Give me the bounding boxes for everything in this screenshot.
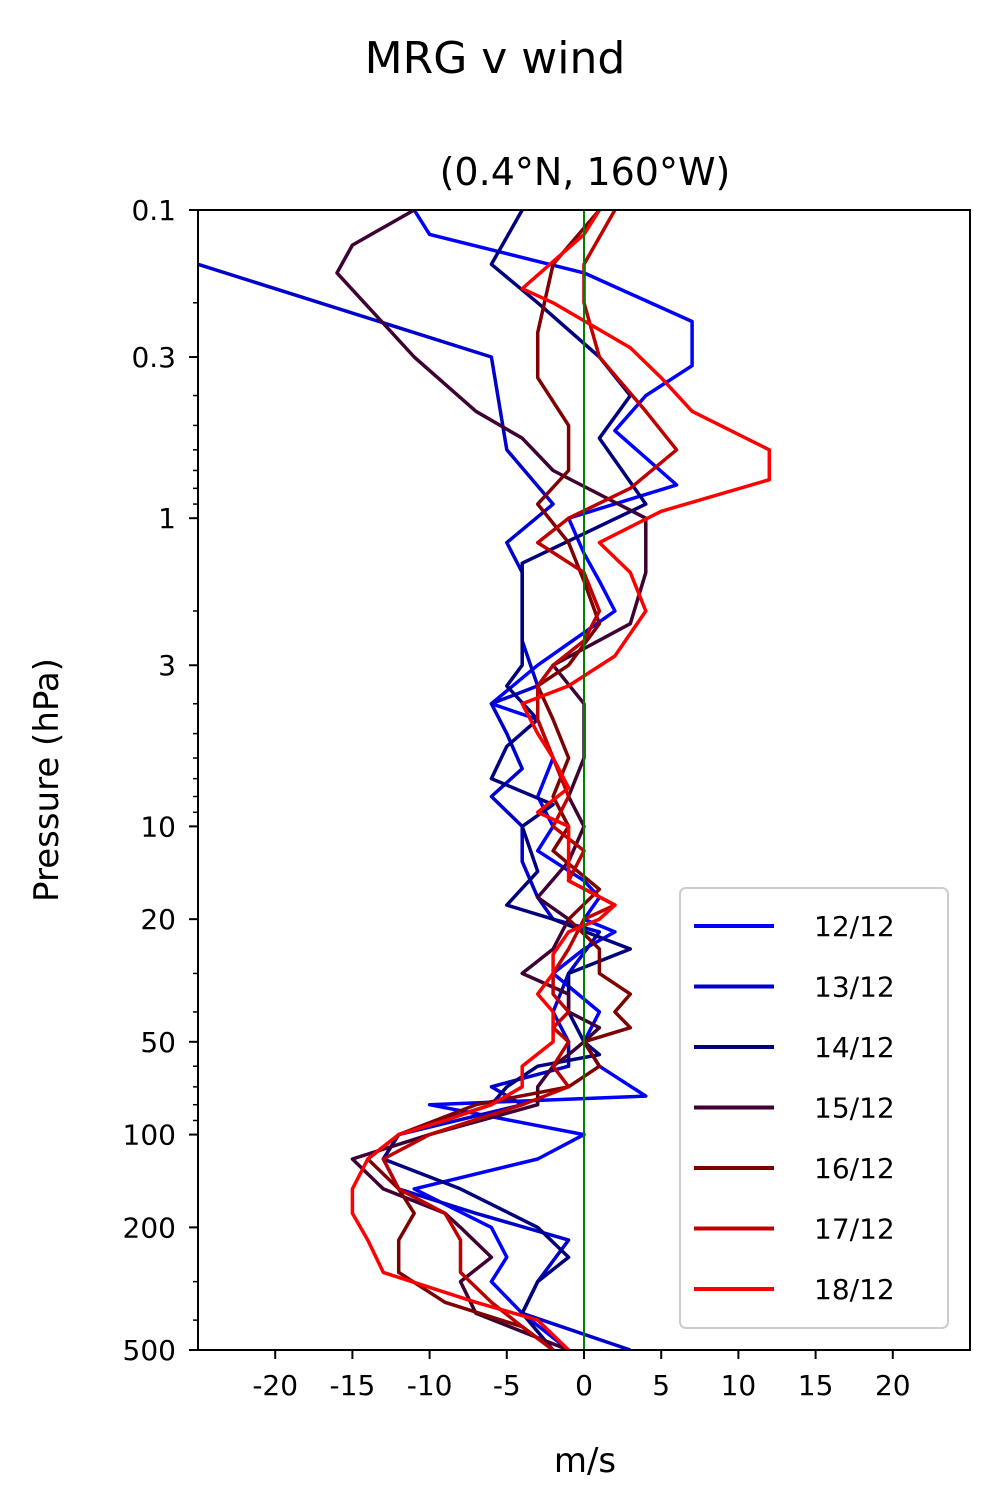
legend-label-4: 15/12 bbox=[814, 1092, 895, 1125]
y-tick-label: 0.3 bbox=[131, 341, 176, 374]
plot-layer bbox=[198, 210, 772, 1350]
series-group bbox=[198, 210, 772, 1350]
series-line-7 bbox=[350, 210, 772, 1350]
axes-layer: -20 -15 -10 -5 0 5 10 15 20 0.1 0.3 1 3 10 20 50 100 200 5… bbox=[123, 194, 971, 1402]
y-tick-label: 200 bbox=[123, 1211, 176, 1244]
y-tick-label: 20 bbox=[140, 903, 176, 936]
x-tick-label: -5 bbox=[493, 1369, 521, 1402]
x-tick-label: -15 bbox=[330, 1369, 376, 1402]
x-tick-label: 20 bbox=[875, 1369, 911, 1402]
x-axis-label: m/s bbox=[554, 1441, 616, 1481]
chart-suptitle: MRG v wind bbox=[365, 33, 626, 84]
legend-label-3: 14/12 bbox=[814, 1031, 895, 1064]
y-tick-label: 1 bbox=[158, 502, 176, 535]
legend-label-6: 17/12 bbox=[814, 1213, 895, 1246]
legend-box bbox=[679, 887, 949, 1329]
legend-label-2: 13/12 bbox=[814, 971, 895, 1004]
legend-label-5: 16/12 bbox=[814, 1152, 895, 1185]
x-tick-label: -10 bbox=[407, 1369, 453, 1402]
y-tick-label: 3 bbox=[158, 649, 176, 682]
legend-label-7: 18/12 bbox=[814, 1273, 895, 1306]
series-line-1 bbox=[412, 210, 694, 1350]
x-tick-label: 0 bbox=[575, 1369, 593, 1402]
series-line-3 bbox=[381, 210, 648, 1350]
y-tick-label: 100 bbox=[123, 1119, 176, 1152]
legend-label-1: 12/12 bbox=[814, 910, 895, 943]
x-tick-label: 5 bbox=[652, 1369, 670, 1402]
y-tick-label: 500 bbox=[123, 1334, 176, 1367]
x-tick-label: 10 bbox=[721, 1369, 757, 1402]
legend: 12/12 13/12 14/12 15/12 16/12 17/12 18/12 bbox=[679, 887, 949, 1329]
y-tick-label: 0.1 bbox=[131, 194, 176, 227]
series-line-6 bbox=[381, 210, 679, 1350]
chart-title: (0.4°N, 160°W) bbox=[440, 150, 731, 194]
x-tick-label: -20 bbox=[252, 1369, 298, 1402]
y-tick-label: 50 bbox=[140, 1026, 176, 1059]
y-tick-label: 10 bbox=[140, 810, 176, 843]
y-axis-label: Pressure (hPa) bbox=[27, 658, 67, 902]
x-tick-label: 15 bbox=[798, 1369, 834, 1402]
series-line-4 bbox=[335, 210, 648, 1350]
